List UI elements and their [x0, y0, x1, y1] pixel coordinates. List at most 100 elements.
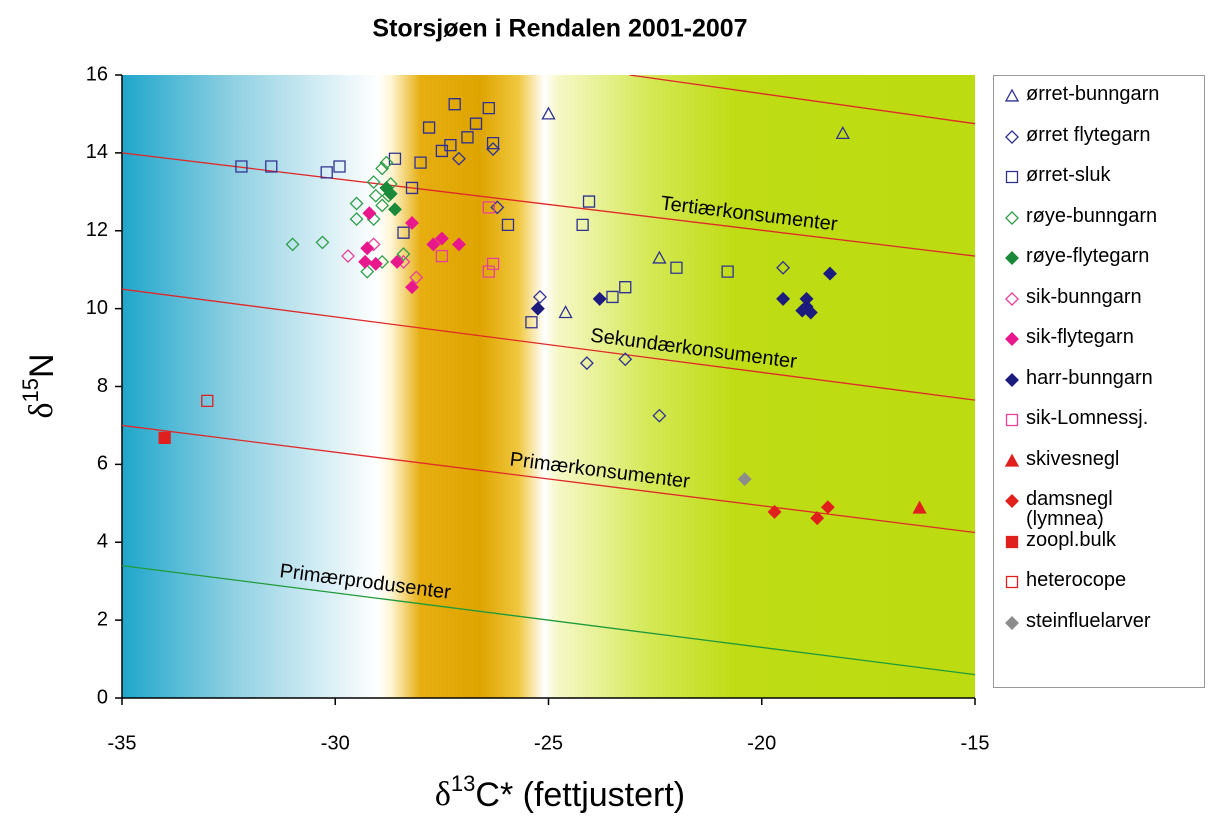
legend-entry: harr-bunngarn	[1004, 368, 1204, 409]
point	[618, 352, 633, 367]
legend-entry: damsnegl (lymnea)	[1004, 489, 1204, 530]
legend-entry: ørret-sluk	[1004, 165, 1204, 206]
point	[451, 237, 466, 252]
point	[558, 305, 573, 319]
legend-entry: steinfluelarver	[1004, 611, 1204, 652]
point	[652, 408, 667, 423]
legend-entry: skivesnegl	[1004, 449, 1204, 490]
y-axis-label: δ15N	[18, 353, 61, 418]
y-tick-label: 6	[97, 453, 108, 475]
point	[360, 241, 375, 256]
y-tick-label: 10	[86, 297, 108, 319]
point	[486, 136, 500, 150]
point	[387, 202, 402, 217]
legend-marker-box	[1005, 170, 1019, 184]
legend-label: sik-bunngarn	[1026, 285, 1142, 308]
legend-marker	[1005, 494, 1019, 508]
point	[265, 160, 278, 173]
point	[341, 249, 356, 264]
point	[810, 511, 825, 526]
point	[576, 218, 589, 232]
point	[201, 394, 214, 408]
legend-marker-box	[1004, 453, 1020, 467]
point	[533, 289, 547, 304]
legend-label: sik-flytegarn	[1026, 326, 1134, 348]
point	[592, 291, 607, 306]
legend-marker	[1004, 88, 1020, 102]
point	[434, 231, 449, 246]
point	[721, 265, 734, 278]
legend-marker	[1004, 453, 1020, 467]
point	[606, 290, 619, 304]
point	[375, 161, 390, 176]
point	[652, 250, 667, 264]
point	[333, 160, 346, 173]
legend-marker-box	[1005, 494, 1019, 508]
point	[422, 121, 436, 134]
x-tick-label: -35	[108, 732, 137, 754]
legend-marker	[1005, 291, 1019, 306]
point	[461, 131, 474, 144]
legend-label: røye-bunngarn	[1026, 204, 1158, 227]
legend-marker	[1005, 332, 1019, 346]
point	[795, 303, 810, 318]
point	[388, 152, 402, 165]
legend-marker	[1005, 129, 1019, 144]
legend-marker	[1005, 413, 1019, 427]
point	[490, 200, 505, 215]
legend-marker	[1005, 210, 1019, 225]
legend-marker	[1005, 535, 1019, 548]
point	[315, 235, 330, 250]
x-tick-label: -20	[747, 732, 776, 754]
legend-label: sik-Lomnessj.	[1026, 407, 1149, 429]
point	[435, 144, 449, 158]
legend-label: steinfluelarver	[1026, 609, 1151, 632]
x-tick-label: -15	[961, 732, 990, 754]
point	[426, 237, 441, 252]
legend-entry: sik-bunngarn	[1004, 287, 1204, 328]
legend: ørret-bunngarn ørret flytegarn ørret-sluk r…	[993, 75, 1205, 688]
point	[482, 265, 495, 278]
x-axis-label: δ13C* (fettjustert)	[435, 771, 685, 814]
legend-marker-box	[1005, 332, 1019, 346]
legend-entry: røye-flytegarn	[1004, 246, 1204, 287]
point	[409, 270, 424, 285]
point	[379, 155, 394, 170]
point	[405, 215, 419, 230]
trophic-lines	[122, 75, 975, 676]
point	[368, 256, 383, 271]
legend-label: ørret-bunngarn	[1026, 83, 1160, 105]
point	[405, 181, 419, 195]
point	[541, 106, 556, 120]
point	[767, 504, 782, 519]
y-tick-label: 2	[97, 608, 108, 630]
point	[235, 160, 248, 173]
point	[362, 206, 377, 221]
point	[285, 237, 300, 252]
point	[405, 280, 419, 295]
point	[349, 196, 364, 211]
legend-label: zoopl.bulk	[1026, 528, 1117, 551]
point	[803, 305, 818, 320]
trophic-line	[122, 424, 975, 534]
point	[368, 188, 383, 203]
point	[360, 264, 375, 279]
point	[820, 500, 835, 515]
y-tick-label: 14	[86, 141, 108, 163]
trophic-line	[122, 288, 975, 401]
legend-label: damsnegl (lymnea)	[1026, 488, 1113, 530]
legend-entry: røye-bunngarn	[1004, 206, 1204, 247]
legend-marker-box	[1005, 129, 1019, 144]
legend-marker	[1005, 372, 1019, 387]
legend-entry: sik-flytegarn	[1004, 327, 1204, 368]
point	[486, 142, 501, 156]
plot-background	[122, 75, 975, 698]
point	[579, 356, 594, 371]
legend-label: skivesnegl	[1026, 447, 1120, 470]
y-tick-label: 4	[97, 531, 108, 553]
y-tick-label: 8	[97, 375, 108, 397]
point	[396, 247, 411, 262]
point	[390, 254, 405, 269]
point	[383, 186, 398, 201]
